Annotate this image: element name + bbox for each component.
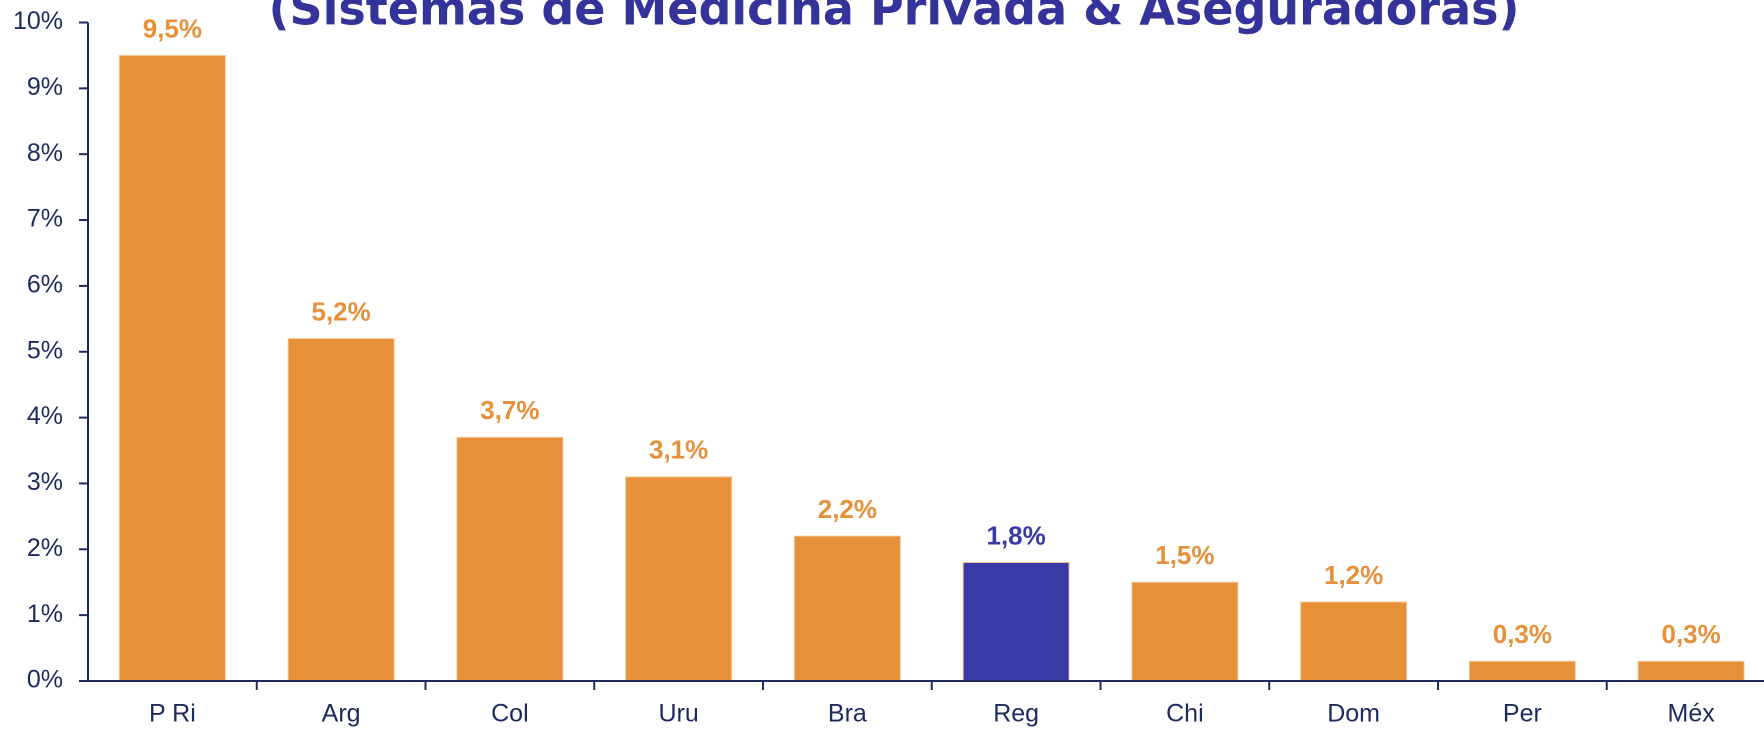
y-tick-label: 9% [27, 73, 63, 101]
bar [962, 561, 1070, 682]
bar [1468, 660, 1576, 682]
bar [1637, 660, 1745, 682]
x-tick-label: Chi [1166, 700, 1204, 728]
x-tick-label: Méx [1668, 700, 1716, 728]
x-tick-label: P Ri [149, 700, 196, 728]
x-tick-label: Col [491, 700, 529, 728]
x-tick-label: Uru [658, 700, 698, 728]
y-tick-label: 8% [27, 139, 63, 167]
y-tick-label: 2% [27, 534, 63, 562]
value-label: 1,5% [1155, 540, 1214, 570]
value-label: 3,7% [480, 395, 539, 425]
y-tick-label: 0% [27, 666, 63, 694]
y-tick-label: 6% [27, 271, 63, 299]
chart-title: (Sistemas de Medicina Privada & Asegurad… [268, 0, 1519, 36]
x-tick-label: Bra [828, 700, 867, 728]
y-tick-label: 1% [27, 600, 63, 628]
value-label: 3,1% [649, 435, 708, 465]
bar [793, 535, 901, 682]
bar [118, 54, 226, 682]
bar [1300, 601, 1408, 682]
y-tick-label: 10% [13, 7, 63, 35]
y-tick-label: 5% [27, 336, 63, 364]
x-tick-label: Arg [322, 700, 361, 728]
x-tick-label: Dom [1327, 700, 1380, 728]
x-tick-label: Reg [993, 700, 1039, 728]
bar [1131, 581, 1239, 682]
bar [456, 436, 564, 682]
value-label: 2,2% [818, 494, 877, 524]
y-tick-label: 7% [27, 205, 63, 233]
bar [625, 476, 733, 682]
value-label: 9,5% [143, 13, 202, 43]
value-label: 0,3% [1493, 619, 1552, 649]
value-label: 1,8% [986, 520, 1045, 550]
value-label: 5,2% [311, 296, 370, 326]
x-tick-label: Per [1503, 700, 1542, 728]
value-label: 1,2% [1324, 560, 1383, 590]
value-label: 0,3% [1661, 619, 1720, 649]
bar [287, 338, 395, 682]
y-tick-label: 4% [27, 402, 63, 430]
y-tick-label: 3% [27, 468, 63, 496]
